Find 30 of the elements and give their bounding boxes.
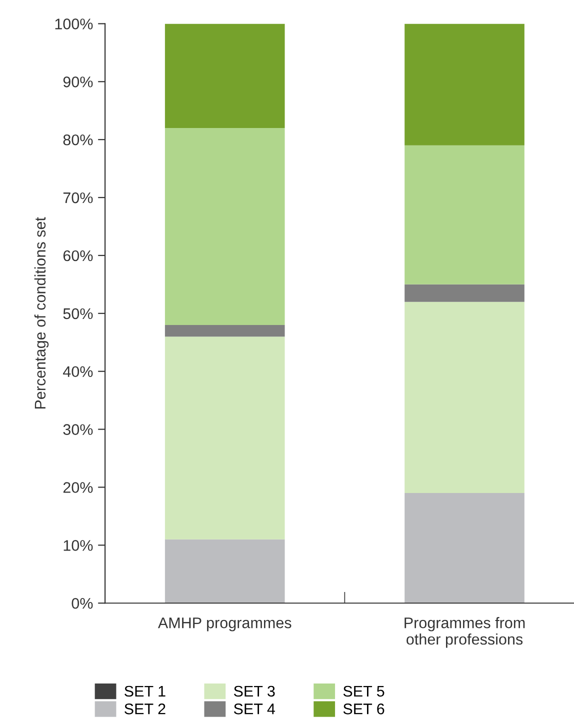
bar bbox=[164, 336, 285, 540]
bar bbox=[404, 284, 524, 302]
bar bbox=[164, 24, 285, 128]
y-tick-label: 30% bbox=[63, 424, 93, 435]
x-tick-label: Programmes from other professions bbox=[404, 617, 525, 648]
legend-label: SET 3 bbox=[234, 686, 275, 697]
legend-label: SET 1 bbox=[124, 686, 166, 697]
y-tick-label: 40% bbox=[63, 366, 93, 378]
bar bbox=[404, 302, 524, 494]
y-tick-label: 20% bbox=[63, 482, 93, 493]
x-tick-label: AMHP programmes bbox=[158, 618, 292, 632]
y-tick-label: 90% bbox=[63, 76, 93, 88]
bar bbox=[164, 324, 285, 337]
bar bbox=[164, 128, 285, 325]
y-tick-label: 0% bbox=[72, 598, 93, 609]
bar bbox=[404, 493, 524, 604]
y-tick-label: 80% bbox=[63, 134, 93, 146]
y-tick-label: 100% bbox=[55, 18, 93, 30]
legend-label: SET 5 bbox=[343, 686, 384, 697]
bar bbox=[404, 24, 524, 146]
legend-label: SET 6 bbox=[343, 704, 384, 714]
y-tick-label: 10% bbox=[64, 540, 93, 551]
legend-label: SET 2 bbox=[124, 704, 166, 714]
legend-label: SET 4 bbox=[234, 704, 276, 714]
y-tick-label: 50% bbox=[63, 308, 93, 320]
bar bbox=[404, 145, 524, 284]
y-tick-label: 60% bbox=[63, 250, 93, 262]
bar bbox=[164, 539, 285, 604]
y-axis-title: Percentage of conditions set bbox=[34, 217, 49, 409]
y-tick-label: 70% bbox=[63, 192, 93, 204]
